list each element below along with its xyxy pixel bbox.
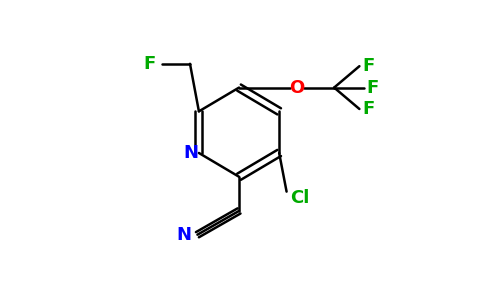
Text: Cl: Cl (290, 189, 310, 207)
Text: F: F (367, 79, 379, 97)
Text: F: F (144, 55, 156, 73)
Text: O: O (289, 79, 304, 97)
Text: N: N (177, 226, 192, 244)
Text: F: F (363, 57, 375, 75)
Text: F: F (363, 100, 375, 118)
Text: N: N (183, 144, 198, 162)
